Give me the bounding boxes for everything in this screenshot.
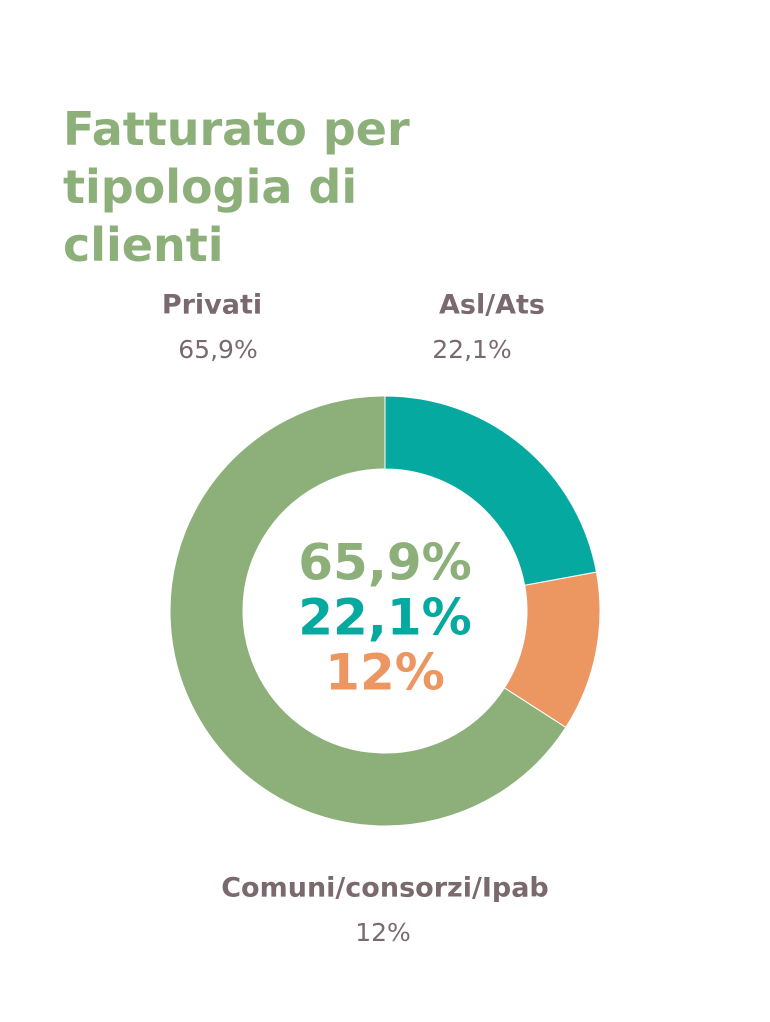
center-value: 12% bbox=[325, 644, 445, 702]
donut-slice bbox=[384, 395, 598, 586]
center-value: 65,9% bbox=[298, 534, 471, 592]
center-value: 22,1% bbox=[298, 589, 471, 647]
chart-title: Fatturato per tipologia di clienti bbox=[63, 102, 410, 272]
category-label: Privati bbox=[162, 290, 262, 321]
value-label: 22,1% bbox=[432, 335, 511, 364]
category-label: Comuni/consorzi/Ipab bbox=[221, 873, 549, 904]
value-label: 12% bbox=[355, 918, 411, 947]
value-label: 65,9% bbox=[178, 335, 257, 364]
category-label: Asl/Ats bbox=[439, 290, 545, 321]
donut-slice bbox=[169, 395, 567, 827]
